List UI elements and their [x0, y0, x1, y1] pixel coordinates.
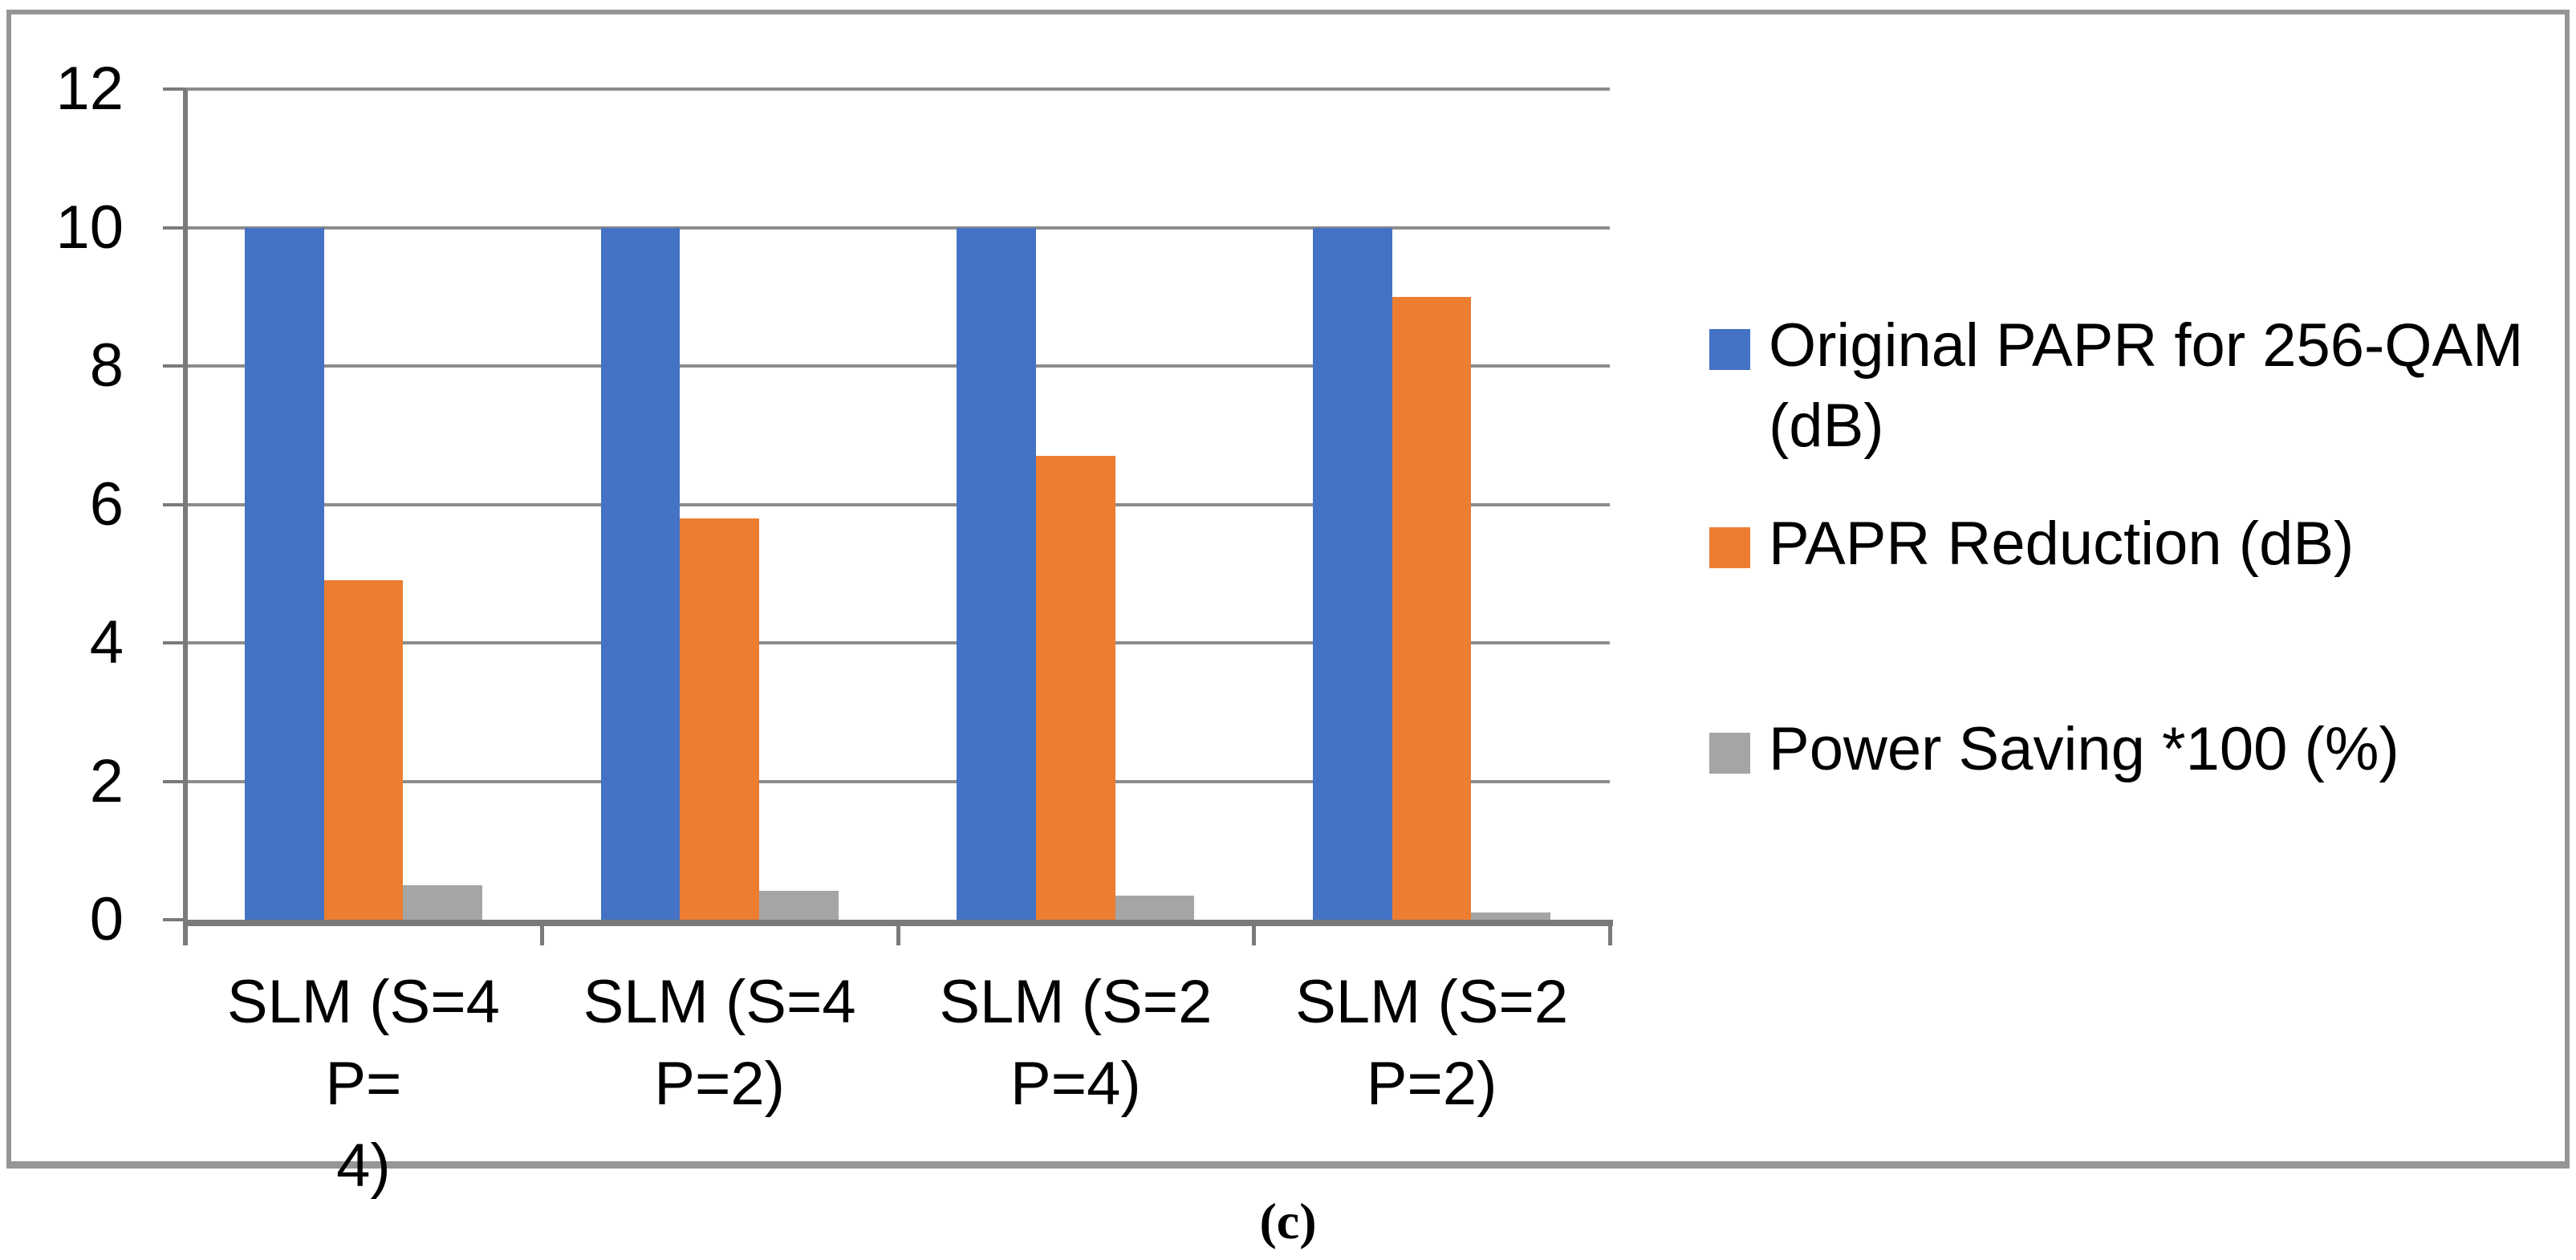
- x-axis-label: SLM (S=4 P=2): [542, 961, 898, 1125]
- bar: [957, 227, 1037, 920]
- legend-label: Power Saving *100 (%): [1769, 709, 2575, 790]
- legend: Original PAPR for 256-QAM (dB) PAPR Reduct…: [5, 5, 2576, 1173]
- gridline: [185, 779, 1610, 783]
- y-axis-label: 10: [55, 193, 124, 262]
- legend-item: PAPR Reduction (dB): [1709, 504, 2575, 584]
- bar: [1392, 296, 1472, 920]
- x-tick: [1608, 920, 1612, 945]
- y-tick: [163, 226, 185, 230]
- legend-swatch: [1709, 527, 1750, 568]
- y-axis-label: 8: [89, 331, 124, 400]
- legend-label: PAPR Reduction (dB): [1769, 504, 2575, 584]
- bar: [1115, 895, 1195, 920]
- gridline: [185, 87, 1610, 91]
- bar: [1471, 912, 1551, 920]
- chart-frame: 0 2 4 6 8 10 12 SLM (S=4 P= 4) SLM (S=4 P=2) SLM (S…: [6, 10, 2570, 1200]
- legend-swatch: [1709, 733, 1750, 774]
- bar: [244, 227, 324, 920]
- x-axis-label-line: SLM (S=4 P=: [226, 968, 500, 1118]
- bar: [1036, 456, 1115, 920]
- x-tick: [1252, 920, 1257, 945]
- bar: [758, 890, 839, 920]
- x-axis-label: SLM (S=4 P= 4): [185, 961, 542, 1207]
- gridline: [185, 502, 1610, 506]
- x-axis-label-line: P=2): [1366, 1050, 1497, 1118]
- y-tick: [163, 87, 185, 91]
- legend-label-line: Original PAPR for 256-QAM: [1769, 311, 2524, 380]
- legend-label-line: Power Saving *100 (%): [1769, 715, 2399, 783]
- legend-label-line: (dB): [1769, 392, 1884, 460]
- plot-area: 0 2 4 6 8 10 12 SLM (S=4 P= 4) SLM (S=4 P=2) SLM (S…: [5, 5, 2576, 1200]
- legend-swatch: [1709, 329, 1750, 370]
- bar: [600, 227, 681, 920]
- y-tick: [163, 502, 185, 506]
- legend-item: Power Saving *100 (%): [1709, 709, 2575, 790]
- y-axis-label: 6: [89, 469, 124, 539]
- bar: [680, 518, 759, 920]
- legend-label-line: PAPR Reduction (dB): [1769, 510, 2355, 578]
- gridline: [185, 226, 1610, 230]
- x-axis-label-line: 4): [336, 1132, 391, 1200]
- legend-label: Original PAPR for 256-QAM (dB): [1769, 306, 2575, 466]
- y-tick: [163, 918, 185, 921]
- y-tick: [163, 641, 185, 644]
- x-tick: [896, 920, 900, 945]
- x-axis-label-line: SLM (S=4: [583, 968, 856, 1036]
- bar: [1313, 227, 1392, 920]
- legend-item: Original PAPR for 256-QAM (dB): [1709, 306, 2575, 466]
- x-tick: [539, 920, 544, 945]
- x-axis-label-line: P=4): [1010, 1050, 1141, 1118]
- x-axis-label-line: SLM (S=2: [939, 968, 1213, 1036]
- x-axis-label-line: SLM (S=2: [1295, 968, 1569, 1036]
- x-axis-label-line: P=2): [654, 1050, 785, 1118]
- y-axis-label: 0: [89, 885, 124, 953]
- y-tick: [163, 364, 185, 368]
- y-axis-label: 4: [89, 608, 124, 677]
- gridline: [185, 364, 1610, 368]
- y-axis-line: [183, 89, 188, 945]
- gridline: [185, 641, 1610, 644]
- x-axis-label: SLM (S=2 P=2): [1253, 961, 1610, 1125]
- x-axis-label: SLM (S=2 P=4): [898, 961, 1254, 1125]
- figure-caption: (c): [1259, 1193, 1317, 1250]
- y-tick: [163, 779, 185, 783]
- bar: [323, 580, 404, 920]
- y-axis-label: 2: [89, 746, 124, 815]
- y-axis-label: 12: [55, 55, 124, 123]
- bar: [403, 884, 482, 920]
